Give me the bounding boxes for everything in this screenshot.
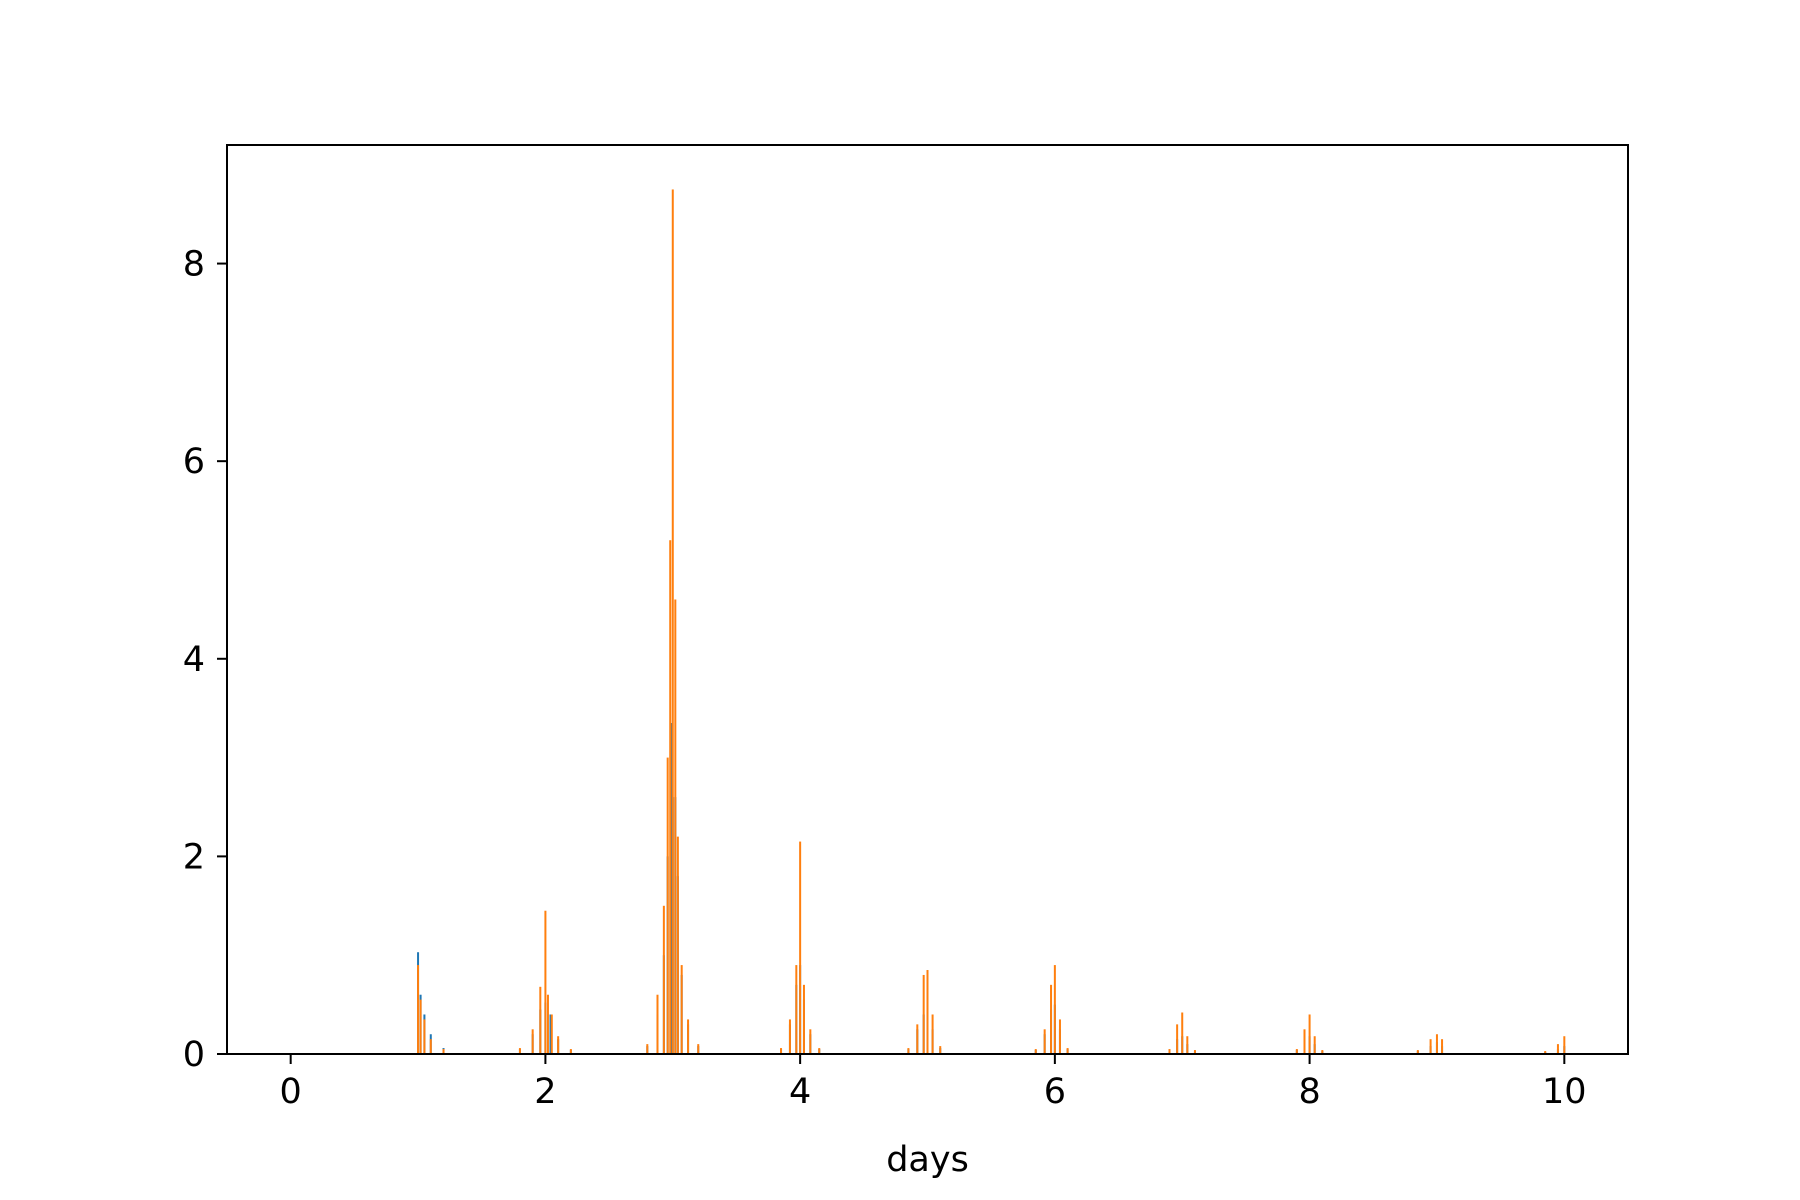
bar	[423, 1019, 426, 1054]
bar	[780, 1048, 783, 1054]
bar	[922, 974, 925, 1054]
y-tick-label: 4	[183, 640, 205, 680]
bar	[1563, 1036, 1566, 1054]
bar	[419, 999, 422, 1054]
bar	[1429, 1039, 1432, 1054]
bar	[795, 965, 798, 1054]
bar	[1034, 1049, 1037, 1054]
bar	[557, 1036, 560, 1054]
bar	[518, 1048, 521, 1054]
bar	[1556, 1044, 1559, 1054]
x-axis: 0 2 4 6 8 10	[280, 1054, 1587, 1112]
bar	[1321, 1050, 1324, 1054]
bar	[674, 599, 677, 1054]
axes-frame	[226, 144, 1629, 1055]
bar	[809, 1029, 812, 1054]
bar	[669, 540, 672, 1054]
bar	[1058, 1019, 1061, 1054]
bar	[1050, 984, 1053, 1054]
bar	[550, 1014, 553, 1054]
bar	[569, 1049, 572, 1054]
bar	[1176, 1024, 1179, 1054]
x-axis-title: days	[886, 1140, 969, 1180]
bar	[417, 965, 420, 1054]
bar	[666, 757, 669, 1054]
bar	[676, 836, 679, 1054]
bar	[539, 986, 542, 1054]
bar	[429, 1039, 432, 1054]
bar	[1186, 1036, 1189, 1054]
bar	[939, 1046, 942, 1054]
bar	[1295, 1049, 1298, 1054]
bar	[1441, 1039, 1444, 1054]
bar	[1308, 1014, 1311, 1054]
bar	[788, 1019, 791, 1054]
bar	[687, 1019, 690, 1054]
y-tick-label: 0	[183, 1035, 205, 1075]
bar	[442, 1049, 445, 1054]
bar	[931, 1014, 934, 1054]
bar	[926, 970, 929, 1054]
x-tick-label: 10	[1542, 1072, 1587, 1112]
plot-area	[417, 189, 1566, 1054]
bar	[1416, 1050, 1419, 1054]
bar	[549, 1014, 552, 1054]
bar	[907, 1048, 910, 1054]
x-tick-label: 6	[1044, 1072, 1066, 1112]
y-tick-label: 8	[183, 245, 205, 285]
bar	[802, 984, 805, 1054]
bar	[1435, 1034, 1438, 1054]
bar	[1043, 1029, 1046, 1054]
bar	[662, 905, 665, 1054]
y-axis: 0 2 4 6 8	[183, 245, 227, 1075]
bar	[697, 1044, 700, 1054]
bar	[670, 723, 673, 1054]
x-tick-label: 2	[534, 1072, 556, 1112]
x-tick-label: 8	[1298, 1072, 1320, 1112]
y-tick-label: 2	[183, 837, 205, 877]
bar	[799, 841, 802, 1054]
x-tick-label: 0	[280, 1072, 302, 1112]
bar	[1066, 1048, 1069, 1054]
bar	[916, 1024, 919, 1054]
bar	[646, 1044, 649, 1054]
x-tick-label: 4	[789, 1072, 811, 1112]
bar	[818, 1048, 821, 1054]
bar	[1303, 1029, 1306, 1054]
bar	[671, 189, 674, 1054]
bar	[1313, 1036, 1316, 1054]
y-tick-label: 6	[183, 442, 205, 482]
bar	[1181, 1012, 1184, 1054]
bar	[680, 965, 683, 1054]
bar	[546, 994, 549, 1054]
bar	[1168, 1049, 1171, 1054]
bar	[656, 994, 659, 1054]
bar	[531, 1029, 534, 1054]
bar	[1193, 1050, 1196, 1054]
series-2	[417, 189, 1566, 1054]
bar	[544, 910, 547, 1054]
bar	[1053, 965, 1056, 1054]
bar	[1544, 1051, 1547, 1054]
